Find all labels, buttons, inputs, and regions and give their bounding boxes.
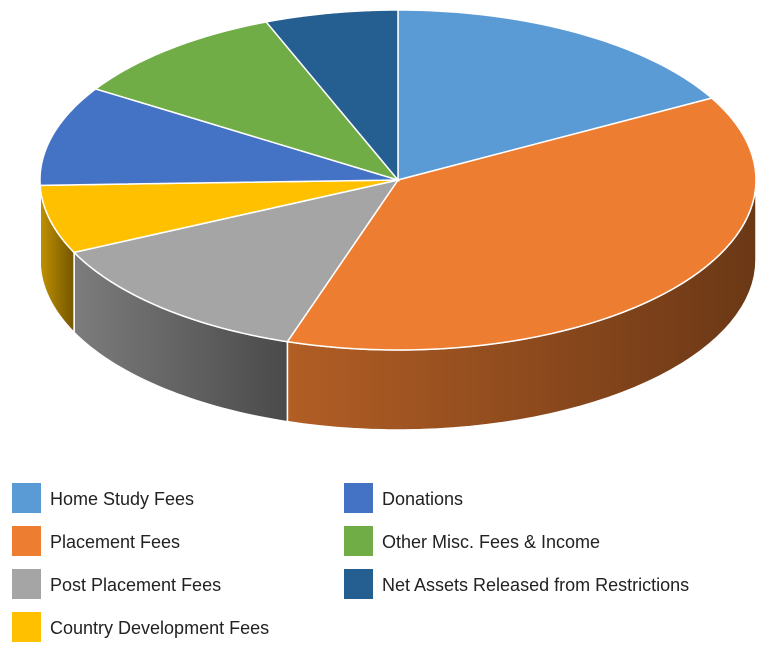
- legend-swatch: [344, 569, 373, 599]
- legend-swatch: [344, 526, 373, 556]
- legend-swatch: [12, 612, 41, 642]
- legend-label: Other Misc. Fees & Income: [382, 532, 600, 552]
- legend-swatch: [12, 483, 41, 513]
- legend-label: Net Assets Released from Restrictions: [382, 575, 689, 595]
- legend: Home Study Fees Placement Fees Post Placem…: [12, 483, 689, 642]
- pie-top: [40, 10, 756, 350]
- legend-label: Donations: [382, 489, 463, 509]
- legend-swatch: [344, 483, 373, 513]
- legend-swatch: [12, 526, 41, 556]
- legend-label: Country Development Fees: [50, 618, 269, 638]
- legend-label: Placement Fees: [50, 532, 180, 552]
- legend-label: Post Placement Fees: [50, 575, 221, 595]
- legend-swatch: [12, 569, 41, 599]
- legend-label: Home Study Fees: [50, 489, 194, 509]
